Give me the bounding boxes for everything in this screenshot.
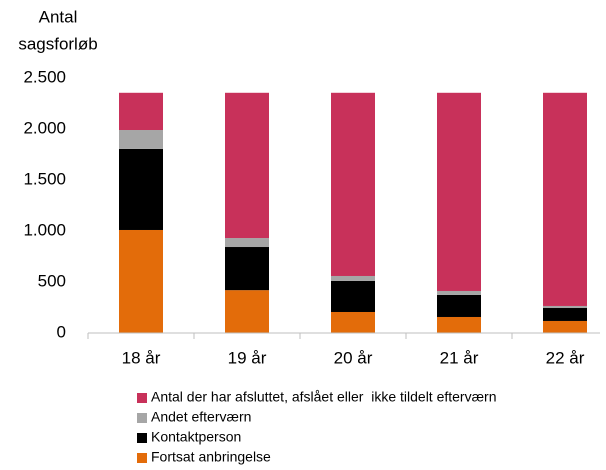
y-tick-label: 500 — [38, 271, 66, 290]
y-tick-label: 2.000 — [23, 118, 66, 137]
y-tick-label: 0 — [57, 322, 66, 341]
bar-segment — [225, 92, 269, 239]
legend-label: Kontaktperson — [151, 429, 241, 445]
bar-segment — [437, 290, 481, 295]
bar-segment — [543, 92, 587, 306]
legend-swatch — [137, 453, 147, 463]
y-axis-label: Antal — [39, 7, 78, 26]
legend-label: Fortsat anbringelse — [151, 449, 271, 465]
bar-segment — [331, 311, 375, 333]
y-axis-label: sagsforløb — [18, 34, 97, 53]
legend-swatch — [137, 393, 147, 403]
legend-swatch — [137, 413, 147, 423]
bar-segment — [543, 308, 587, 321]
bar-segment — [225, 290, 269, 333]
y-tick-label: 1.000 — [23, 220, 66, 239]
legend-label: Antal der har afsluttet, afslået eller i… — [151, 389, 497, 405]
x-tick-label: 19 år — [228, 348, 267, 367]
bar-segment — [437, 92, 481, 291]
y-tick-label: 2.500 — [23, 67, 66, 86]
bar-segment — [225, 238, 269, 248]
bar-segment — [119, 148, 163, 230]
x-tick-label: 22 år — [546, 348, 585, 367]
legend-swatch — [137, 433, 147, 443]
bar-segment — [119, 229, 163, 333]
x-tick-label: 21 år — [440, 348, 479, 367]
bar-segment — [331, 280, 375, 312]
x-tick-label: 20 år — [334, 348, 373, 367]
bar-segment — [119, 92, 163, 131]
y-tick-label: 1.500 — [23, 169, 66, 188]
bar-segment — [437, 294, 481, 317]
bar-segment — [543, 305, 587, 309]
x-tick-label: 18 år — [122, 348, 161, 367]
bar-segment — [331, 275, 375, 281]
bar-segment — [437, 316, 481, 333]
legend-label: Andet efterværn — [151, 409, 251, 425]
bar-segment — [543, 320, 587, 333]
bar-segment — [119, 130, 163, 149]
bar-segment — [225, 247, 269, 291]
bar-segment — [331, 92, 375, 276]
